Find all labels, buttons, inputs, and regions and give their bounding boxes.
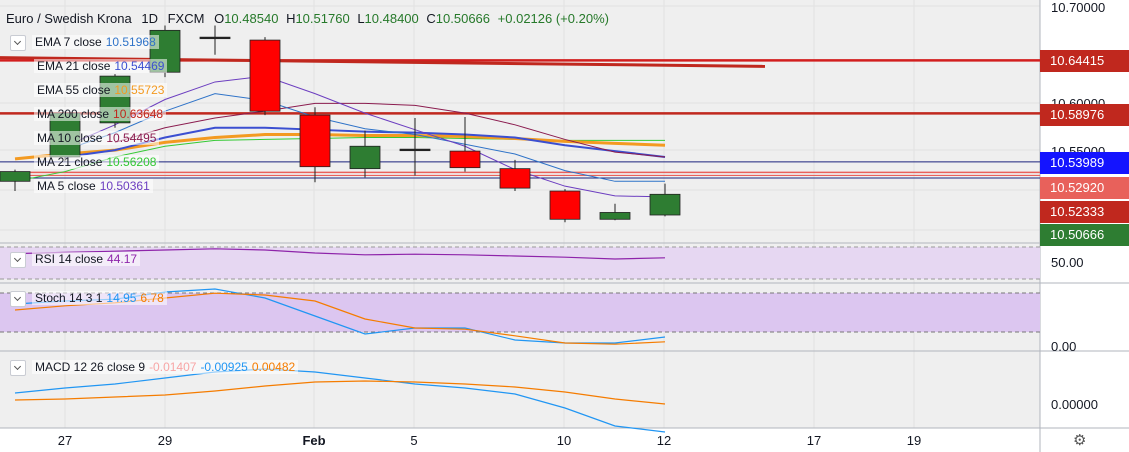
rsi-tick: 50.00 [1051, 255, 1084, 270]
legend-ema21-name: EMA 21 close [37, 59, 111, 73]
ohlc-c-label: C [426, 11, 436, 26]
macd-line [14, 368, 666, 433]
candle-body [249, 39, 281, 112]
legend-ma5-name: MA 5 close [37, 179, 96, 193]
x-label-10: 10 [556, 433, 572, 448]
price-label-line2: 10.58976 [1040, 104, 1129, 126]
stoch-tick: 0.00 [1051, 339, 1077, 354]
x-label-feb: Feb [302, 433, 326, 448]
legend-macd-value: -0.00925 [200, 360, 248, 375]
legend-macd[interactable]: MACD 12 26 close 9 -0.01407 -0.00925 0.0048… [10, 360, 299, 376]
candle-body [499, 168, 531, 189]
legend-ema55[interactable]: EMA 55 close 10.55723 [34, 83, 168, 97]
ohlc-l-label: L [357, 11, 365, 26]
x-label-29: 29 [157, 433, 173, 448]
rsi-collapse-chevron-icon[interactable] [10, 252, 26, 268]
candle-body [399, 148, 431, 152]
legend-ema21[interactable]: EMA 21 close 10.54469 [34, 59, 168, 73]
candle-body [299, 114, 331, 168]
x-label-27: 27 [57, 433, 73, 448]
price-label-line4: 10.52920 [1040, 177, 1129, 199]
legend-ma200-name: MA 200 close [37, 107, 110, 121]
legend-stoch-d-value: 6.78 [140, 291, 164, 306]
price-tick-top: 10.70000 [1051, 0, 1106, 15]
candle-body [599, 212, 631, 220]
legend-ema21-value: 10.54469 [114, 59, 165, 73]
ohlc-l-value: 10.48400 [364, 11, 419, 26]
legend-ema55-name: EMA 55 close [37, 83, 111, 97]
legend-ema55-value: 10.55723 [114, 83, 165, 97]
rsi-line [14, 248, 666, 260]
legend-stoch-name: Stoch 14 3 1 [35, 291, 103, 306]
candle-body [349, 145, 381, 170]
legend-macd-hist-value: -0.01407 [149, 360, 197, 375]
legend-ma21[interactable]: MA 21 close 10.56208 [34, 155, 160, 169]
price-label-line3: 10.53989 [1040, 152, 1129, 174]
x-label-12: 12 [656, 433, 672, 448]
stoch-collapse-chevron-icon[interactable] [10, 291, 26, 307]
legend-ema7-name: EMA 7 close [35, 35, 102, 50]
x-label-19: 19 [906, 433, 922, 448]
ohlc-c-value: 10.50666 [435, 11, 491, 26]
legend-stoch-k-value: 14.95 [106, 291, 137, 306]
legend-ma5[interactable]: MA 5 close 10.50361 [34, 179, 153, 193]
stoch-band [0, 293, 1040, 332]
legend-collapse-chevron-icon[interactable] [10, 35, 26, 51]
legend-ema7[interactable]: EMA 7 close 10.51968 [10, 35, 159, 51]
candle-body [449, 150, 481, 169]
legend-ma10-value: 10.54495 [106, 131, 157, 145]
legend-ema7-value: 10.51968 [105, 35, 156, 50]
legend-ma21-value: 10.56208 [106, 155, 157, 169]
ohlc-o-value: 10.48540 [224, 11, 279, 26]
ma10-line [114, 102, 666, 158]
legend-rsi-value: 44.17 [107, 252, 138, 267]
x-label-5: 5 [410, 433, 418, 448]
settings-gear-icon[interactable]: ⚙ [1073, 432, 1087, 449]
legend-ma10-name: MA 10 close [37, 131, 103, 145]
legend-stoch[interactable]: Stoch 14 3 1 14.95 6.78 [10, 291, 167, 307]
exchange: FXCM [167, 11, 205, 26]
legend-macd-signal-value: 0.00482 [251, 360, 296, 375]
candle-body [549, 190, 581, 220]
ohlc-h-label: H [286, 11, 296, 26]
candle-body [0, 171, 31, 182]
legend-ma200-value: 10.63648 [113, 107, 164, 121]
legend-ma21-name: MA 21 close [37, 155, 103, 169]
price-label-last: 10.50666 [1040, 224, 1129, 246]
ma5-line [64, 75, 666, 198]
legend-macd-name: MACD 12 26 close 9 [35, 360, 146, 375]
price-label-line5: 10.52333 [1040, 201, 1129, 223]
legend-rsi-name: RSI 14 close [35, 252, 104, 267]
macd-tick: 0.00000 [1051, 397, 1098, 412]
price-label-ma200: 10.64415 [1040, 50, 1129, 72]
legend-ma5-value: 10.50361 [99, 179, 150, 193]
ohlc-o-label: O [214, 11, 225, 26]
rsi-band [0, 247, 1040, 279]
ohlc-change: +0.02126 (+0.20%) [497, 11, 609, 26]
legend-ma10[interactable]: MA 10 close 10.54495 [34, 131, 160, 145]
legend-rsi[interactable]: RSI 14 close 44.17 [10, 252, 141, 268]
interval: 1D [141, 11, 158, 26]
ohlc-h-value: 10.51760 [295, 11, 350, 26]
candle-body [649, 193, 681, 216]
x-label-17: 17 [806, 433, 822, 448]
macd-signal-line [14, 380, 666, 405]
macd-collapse-chevron-icon[interactable] [10, 360, 26, 376]
symbol-name: Euro / Swedish Krona [6, 11, 132, 26]
legend-ma200[interactable]: MA 200 close 10.63648 [34, 107, 167, 121]
chart-title: Euro / Swedish Krona 1D FXCM O10.48540 H… [6, 11, 609, 26]
candle-body [199, 36, 231, 40]
